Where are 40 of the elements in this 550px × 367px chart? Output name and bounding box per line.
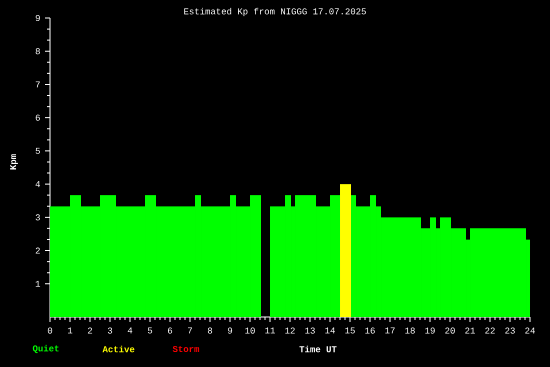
x-tick-label: 3 — [108, 328, 112, 334]
y-tick-label: 6 — [36, 114, 40, 121]
x-tick-label: 11 — [265, 328, 275, 334]
x-tick-label: 17 — [385, 328, 395, 334]
y-tick-label: 2 — [36, 248, 40, 254]
x-tick-label: 4 — [128, 328, 132, 334]
y-tick-label: 8 — [36, 48, 40, 54]
text: Storm — [172, 346, 200, 352]
x-tick-label: 20 — [445, 328, 455, 334]
text: Quiet — [32, 344, 59, 354]
x-tick-label: 13 — [305, 328, 315, 334]
x-tick-label: 1 — [68, 328, 72, 334]
x-tick-label: 16 — [365, 328, 375, 334]
y-axis-title: Kpm — [10, 154, 18, 170]
x-tick-label: 6 — [168, 328, 172, 334]
x-tick-label: 12 — [285, 328, 295, 334]
y-tick-label: 7 — [36, 81, 40, 88]
x-tick-label: 0 — [48, 328, 52, 334]
x-axis-title: Time UT — [299, 346, 337, 352]
x-tick-label: 23 — [505, 328, 515, 334]
x-tick-label: 2 — [88, 328, 92, 334]
y-tick-label: 5 — [36, 148, 40, 154]
x-tick-label: 19 — [425, 328, 435, 334]
x-tick-label: 10 — [245, 328, 255, 334]
x-tick-label: 24 — [525, 328, 535, 334]
y-tick-label: 3 — [36, 214, 40, 220]
x-tick-label: 22 — [485, 328, 495, 334]
y-tick-label: 4 — [36, 181, 40, 188]
chart-title: Estimated Kp from NIGGG 17.07.2025 — [184, 8, 366, 16]
text: Active — [102, 346, 134, 352]
y-tick-label: 9 — [36, 14, 40, 22]
x-tick-label: 9 — [228, 328, 232, 334]
x-tick-label: 14 — [325, 328, 335, 334]
x-tick-label: 15 — [345, 328, 355, 334]
x-tick-label: 18 — [405, 328, 415, 334]
x-tick-label: 7 — [188, 328, 192, 334]
x-tick-label: 5 — [148, 328, 152, 334]
y-tick-label: 1 — [36, 280, 40, 287]
x-tick-label: 21 — [465, 328, 475, 334]
x-tick-label: 8 — [208, 328, 212, 334]
